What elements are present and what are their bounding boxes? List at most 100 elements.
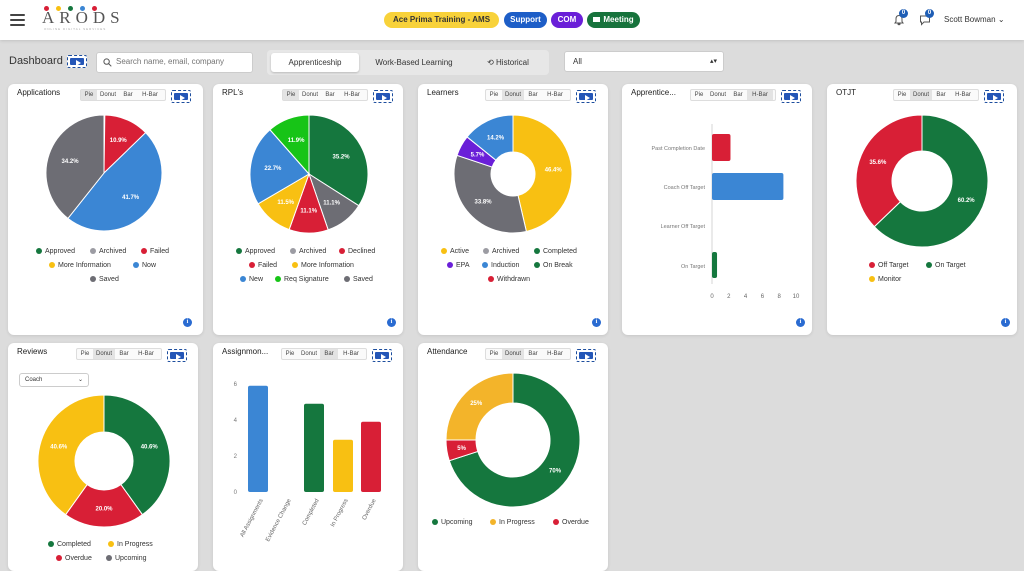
legend-more-information[interactable]: More Information xyxy=(292,262,354,269)
legend-monitor[interactable]: Monitor xyxy=(869,276,901,283)
legend-off-target[interactable]: Off Target xyxy=(869,262,908,269)
slice-archived[interactable] xyxy=(453,154,527,234)
filter-select[interactable]: All ▴▾ xyxy=(564,51,724,72)
chart-tab-h-bar[interactable]: H-Bar xyxy=(747,90,773,100)
meeting-button[interactable]: Meeting xyxy=(587,12,640,28)
chart-tab-pie[interactable]: Pie xyxy=(285,351,295,357)
slice-in-progress[interactable] xyxy=(445,372,514,441)
legend-overdue[interactable]: Overdue xyxy=(56,555,92,562)
info-icon[interactable]: i xyxy=(592,318,601,327)
legend-failed[interactable]: Failed xyxy=(141,248,169,255)
play-icon[interactable] xyxy=(576,349,596,362)
chart-tab-pie[interactable]: Pie xyxy=(283,90,299,100)
legend-overdue[interactable]: Overdue xyxy=(553,519,589,526)
slice-req-signature[interactable] xyxy=(269,114,310,176)
play-icon[interactable] xyxy=(171,90,191,103)
legend-more-information[interactable]: More Information xyxy=(49,262,111,269)
legend-saved[interactable]: Saved xyxy=(90,276,119,283)
legend-on-target[interactable]: On Target xyxy=(926,262,966,269)
legend-completed[interactable]: Completed xyxy=(534,248,577,255)
chart-tab-bar[interactable]: Bar xyxy=(528,351,538,357)
tab-apprenticeship[interactable]: Apprenticeship xyxy=(271,53,359,72)
legend-in-progress[interactable]: In Progress xyxy=(108,541,153,548)
chart-tab-pie[interactable]: Pie xyxy=(80,351,90,357)
legend-completed[interactable]: Completed xyxy=(48,541,91,548)
hamburger-icon[interactable] xyxy=(10,14,25,26)
tab-historical[interactable]: ⟲ Historical xyxy=(471,53,545,72)
slice-new[interactable] xyxy=(249,129,310,205)
chart-tab-h-bar[interactable]: H-Bar xyxy=(343,351,359,357)
bar-in-progress[interactable] xyxy=(333,439,353,492)
legend-approved[interactable]: Approved xyxy=(236,248,275,255)
chart-tab-donut[interactable]: Donut xyxy=(910,90,932,100)
info-icon[interactable]: i xyxy=(796,318,805,327)
chart-tab-bar[interactable]: Bar xyxy=(733,92,743,98)
legend-archived[interactable]: Archived xyxy=(290,248,326,255)
chart-tab-bar[interactable]: Bar xyxy=(119,351,129,357)
slice-in-progress[interactable] xyxy=(37,394,105,516)
legend-archived[interactable]: Archived xyxy=(483,248,519,255)
info-icon[interactable]: i xyxy=(1001,318,1010,327)
chart-tab-pie[interactable]: Pie xyxy=(489,351,499,357)
chart-tab-donut[interactable]: Donut xyxy=(93,349,115,359)
play-icon[interactable] xyxy=(781,90,801,103)
play-icon[interactable] xyxy=(576,90,596,103)
legend-in-progress[interactable]: In Progress xyxy=(490,519,535,526)
legend-epa[interactable]: EPA xyxy=(447,262,470,269)
search-input[interactable] xyxy=(116,57,246,66)
chart-tab-pie[interactable]: Pie xyxy=(694,92,704,98)
chart-tab-donut[interactable]: Donut xyxy=(300,351,317,357)
legend-archived[interactable]: Archived xyxy=(90,248,126,255)
legend-upcoming[interactable]: Upcoming xyxy=(106,555,147,562)
info-icon[interactable]: i xyxy=(183,318,192,327)
legend-saved[interactable]: Saved xyxy=(344,276,373,283)
slice-upcoming[interactable] xyxy=(448,372,581,508)
legend-req-signature[interactable]: Req Signature xyxy=(275,276,329,283)
play-icon[interactable] xyxy=(372,349,392,362)
chart-tab-h-bar[interactable]: H-Bar xyxy=(547,92,563,98)
chart-tab-h-bar[interactable]: H-Bar xyxy=(547,351,563,357)
slice-off-target[interactable] xyxy=(855,114,923,228)
chart-tab-donut[interactable]: Donut xyxy=(502,349,524,359)
bar-overdue[interactable] xyxy=(361,421,381,492)
legend-new[interactable]: New xyxy=(240,276,263,283)
legend-declined[interactable]: Declined xyxy=(339,248,375,255)
chart-tab-donut[interactable]: Donut xyxy=(301,92,318,98)
slice-induction[interactable] xyxy=(466,114,514,161)
chart-tab-h-bar[interactable]: H-Bar xyxy=(142,92,158,98)
bell-icon[interactable]: 0 xyxy=(893,9,908,26)
bar-all-assignments[interactable] xyxy=(248,385,268,492)
chart-tab-donut[interactable]: Donut xyxy=(99,92,116,98)
chart-tab-bar[interactable]: Bar xyxy=(320,349,338,359)
bar-coach-off-target[interactable] xyxy=(712,173,784,200)
com-button[interactable]: COM xyxy=(551,12,583,28)
chart-tab-bar[interactable]: Bar xyxy=(325,92,335,98)
bar-on-target[interactable] xyxy=(712,252,718,278)
chart-tab-pie[interactable]: Pie xyxy=(81,90,97,100)
legend-active[interactable]: Active xyxy=(441,248,469,255)
play-icon[interactable] xyxy=(167,349,187,362)
slice-archived[interactable] xyxy=(45,114,105,220)
legend-on-break[interactable]: On Break xyxy=(534,262,573,269)
bar-past-completion-date[interactable] xyxy=(712,134,731,161)
legend-failed[interactable]: Failed xyxy=(249,262,277,269)
training-provider-pill[interactable]: Ace Prima Training - AMS xyxy=(384,12,499,28)
legend-upcoming[interactable]: Upcoming xyxy=(432,519,473,526)
chart-tab-donut[interactable]: Donut xyxy=(502,90,524,100)
legend-approved[interactable]: Approved xyxy=(36,248,75,255)
chart-tab-h-bar[interactable]: H-Bar xyxy=(344,92,360,98)
slice-completed[interactable] xyxy=(103,394,171,516)
chart-tab-h-bar[interactable]: H-Bar xyxy=(138,351,154,357)
slice-now[interactable] xyxy=(67,131,163,232)
legend-induction[interactable]: Induction xyxy=(482,262,519,269)
play-icon[interactable] xyxy=(984,90,1004,103)
slice-on-target[interactable] xyxy=(873,114,989,248)
slice-active[interactable] xyxy=(512,114,573,233)
chart-tab-bar[interactable]: Bar xyxy=(528,92,538,98)
logo[interactable]: ARODS ONLINE DIGITAL SERVICES xyxy=(42,8,125,31)
chart-tab-donut[interactable]: Donut xyxy=(709,92,726,98)
chat-icon[interactable]: 0 xyxy=(919,9,934,26)
chart-tab-h-bar[interactable]: H-Bar xyxy=(955,92,971,98)
tab-work-based-learning[interactable]: Work-Based Learning xyxy=(375,58,453,67)
coach-dropdown[interactable]: Coach ⌄ xyxy=(19,373,89,387)
